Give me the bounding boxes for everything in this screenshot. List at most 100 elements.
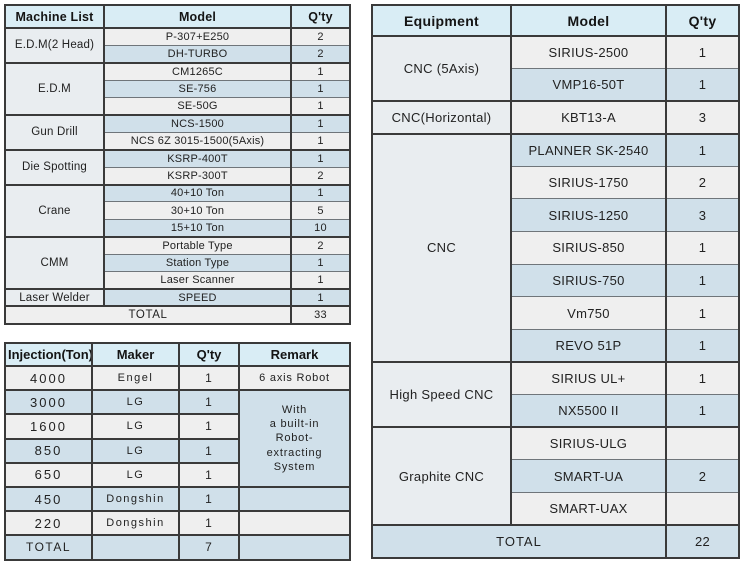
- table-row: 450 Dongshin 1: [4, 485, 351, 512]
- qty-cell: 3: [665, 198, 740, 233]
- qty-cell: 2: [290, 235, 351, 255]
- model-cell: CM1265C: [103, 61, 292, 81]
- model-cell: SE-50G: [103, 97, 292, 116]
- maker-cell: LG: [91, 389, 180, 415]
- ton-cell: 220: [4, 510, 93, 536]
- total-remark-cell: [238, 534, 351, 561]
- column-header: Injection(Ton): [4, 342, 93, 367]
- qty-cell: 1: [290, 287, 351, 307]
- header-row: Injection(Ton) Maker Q'ty Remark: [4, 342, 351, 367]
- ton-cell: 1600: [4, 413, 93, 440]
- qty-cell: 1: [178, 364, 240, 391]
- total-row: TOTAL 22: [371, 523, 740, 558]
- column-header: Q'ty: [178, 342, 240, 367]
- total-qty-cell: 7: [178, 534, 240, 561]
- model-cell: SIRIUS UL+: [510, 360, 667, 396]
- model-cell: VMP16-50T: [510, 68, 667, 102]
- table-row: Laser Welder SPEED 1: [4, 287, 351, 307]
- injection-table: Injection(Ton) Maker Q'ty Remark 4000 Engel 1…: [4, 342, 351, 561]
- table-row: 15+10 Ton 10: [5, 218, 351, 238]
- table-row: 1600 LG 1: [4, 413, 350, 440]
- qty-cell: 1: [178, 510, 240, 536]
- merged-remark-cell: With a built-in Robot- extracting System: [238, 389, 351, 488]
- column-header: Q'ty: [665, 4, 740, 37]
- qty-cell: 1: [290, 131, 351, 151]
- table-row: Graphite CNC SIRIUS-ULG: [371, 426, 740, 526]
- maker-cell: Dongshin: [91, 510, 180, 536]
- machine-group-label: Crane: [4, 183, 105, 238]
- model-cell: KBT13-A: [510, 100, 667, 135]
- model-cell: Station Type: [103, 253, 292, 272]
- model-cell: P-307+E250: [103, 26, 292, 46]
- qty-cell: 1: [178, 485, 240, 512]
- header-row: Machine List Model Q'ty: [4, 4, 351, 29]
- qty-cell: [665, 491, 740, 526]
- equipment-table: Equipment Model Q'ty CNC (5Axis) SIRIUS-250…: [371, 4, 740, 559]
- qty-cell: 1: [665, 394, 740, 428]
- column-header: Machine List: [4, 4, 105, 29]
- table-row: CNC(Horizontal) KBT13-A 3: [371, 100, 740, 135]
- table-row: Station Type 1: [5, 253, 351, 272]
- table-row: E.D.M(2 Head) P-307+E250 2: [4, 26, 351, 64]
- remark-cell: [238, 510, 351, 536]
- machine-table-body: E.D.M(2 Head) P-307+E250 2 DH-TURBO 2 E.D.M CM…: [4, 26, 351, 325]
- qty-cell: 1: [665, 360, 740, 396]
- remark-cell: [238, 485, 351, 512]
- total-row: TOTAL 7: [4, 534, 351, 561]
- table-row: DH-TURBO 2: [5, 44, 351, 64]
- qty-cell: 2: [665, 459, 740, 493]
- header-row: Equipment Model Q'ty: [371, 4, 740, 37]
- column-header: Model: [510, 4, 667, 37]
- model-cell: REVO 51P: [510, 328, 667, 363]
- total-maker-cell: [91, 534, 180, 561]
- qty-cell: 2: [290, 26, 351, 46]
- qty-cell: 1: [178, 389, 240, 415]
- column-header: Maker: [91, 342, 180, 367]
- qty-cell: 1: [665, 132, 740, 167]
- equipment-group-label: High Speed CNC: [371, 360, 512, 428]
- equipment-group-label: Graphite CNC: [371, 426, 512, 526]
- qty-cell: 1: [665, 68, 740, 102]
- qty-cell: 1: [665, 328, 740, 363]
- model-cell: SMART-UA: [510, 459, 667, 493]
- qty-cell: 5: [290, 201, 351, 220]
- model-cell: SMART-UAX: [510, 491, 667, 526]
- model-cell: SIRIUS-1250: [510, 198, 667, 233]
- total-label-cell: TOTAL: [4, 305, 292, 325]
- maker-cell: LG: [91, 413, 180, 440]
- model-cell: KSRP-300T: [103, 166, 292, 186]
- model-cell: 15+10 Ton: [103, 218, 292, 238]
- model-cell: NCS 6Z 3015-1500(5Axis): [103, 131, 292, 151]
- qty-cell: 1: [290, 79, 351, 99]
- model-cell: DH-TURBO: [103, 44, 292, 64]
- qty-cell: 1: [290, 97, 351, 116]
- qty-cell: 1: [290, 148, 351, 168]
- machine-group-label: CMM: [4, 235, 105, 290]
- qty-cell: 2: [665, 165, 740, 200]
- model-cell: SIRIUS-2500: [510, 35, 667, 70]
- ton-cell: 3000: [4, 389, 93, 415]
- machine-list-table: Machine List Model Q'ty E.D.M(2 Head) P-307…: [4, 4, 351, 325]
- qty-cell: 1: [290, 183, 351, 203]
- table-row: 30+10 Ton 5: [5, 201, 351, 220]
- qty-cell: 1: [290, 113, 351, 133]
- table-row: REVO 51P 1: [372, 328, 740, 363]
- table-row: Die Spotting KSRP-400T 1: [4, 148, 351, 186]
- ton-cell: 650: [4, 461, 93, 488]
- column-header: Remark: [238, 342, 351, 367]
- qty-cell: 1: [665, 263, 740, 298]
- total-qty-cell: 22: [665, 523, 740, 558]
- table-row: Gun Drill NCS-1500 1: [4, 113, 351, 151]
- qty-cell: 1: [178, 461, 240, 488]
- model-cell: Vm750: [510, 296, 667, 330]
- table-row: CMM Portable Type 2: [4, 235, 351, 290]
- qty-cell: 1: [290, 270, 351, 290]
- maker-cell: LG: [91, 461, 180, 488]
- equipment-table-header: Equipment Model Q'ty: [371, 4, 740, 37]
- equipment-table-body: CNC (5Axis) SIRIUS-2500 1 VMP16-50T 1 CNC(Hor…: [371, 34, 740, 558]
- table-row: 220 Dongshin 1: [4, 510, 351, 536]
- model-cell: SE-756: [103, 79, 292, 99]
- table-row: SMART-UA 2: [372, 459, 740, 493]
- qty-cell: 1: [178, 437, 240, 464]
- model-cell: 30+10 Ton: [103, 201, 292, 220]
